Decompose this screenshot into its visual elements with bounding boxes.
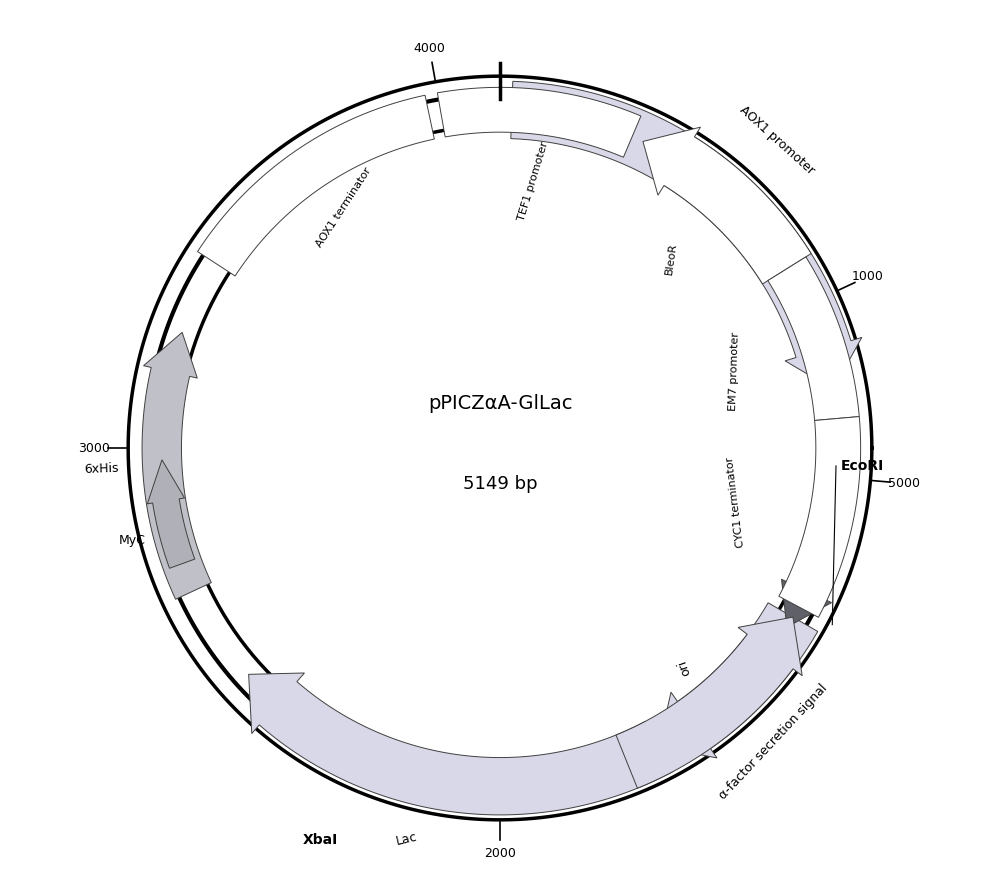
Polygon shape (437, 88, 641, 158)
Polygon shape (198, 95, 434, 276)
Polygon shape (782, 476, 857, 627)
Text: 5149 bp: 5149 bp (463, 475, 537, 493)
Text: ori: ori (675, 658, 693, 677)
Text: 6xHis: 6xHis (84, 461, 119, 476)
Polygon shape (249, 673, 672, 814)
Polygon shape (643, 127, 811, 284)
Text: EcoRI: EcoRI (840, 459, 884, 473)
Polygon shape (142, 332, 211, 599)
Text: 4000: 4000 (414, 42, 445, 55)
Text: 5000: 5000 (888, 477, 920, 490)
Text: Lac: Lac (395, 830, 419, 848)
Text: pro...: pro... (809, 544, 835, 561)
Polygon shape (616, 617, 802, 788)
Text: MyC: MyC (119, 533, 146, 547)
Text: AOX1 promoter: AOX1 promoter (737, 103, 817, 177)
Polygon shape (659, 603, 818, 758)
Text: XbaI: XbaI (303, 833, 338, 848)
Polygon shape (147, 460, 195, 568)
Text: 1000: 1000 (852, 270, 884, 283)
Text: CYC1 terminator: CYC1 terminator (725, 457, 746, 548)
Polygon shape (511, 82, 862, 389)
Polygon shape (768, 257, 859, 420)
Text: TEF1 promoter: TEF1 promoter (516, 141, 550, 222)
Text: EM7 promoter: EM7 promoter (728, 332, 741, 411)
Text: AOX1 terminator: AOX1 terminator (314, 166, 373, 249)
Text: 2000: 2000 (484, 848, 516, 860)
Text: BleoR: BleoR (664, 242, 678, 275)
Text: 3000: 3000 (78, 442, 110, 454)
Text: α-factor secretion signal: α-factor secretion signal (717, 682, 830, 802)
Text: pPICZαA-GlLac: pPICZαA-GlLac (428, 393, 572, 413)
Polygon shape (779, 417, 861, 617)
